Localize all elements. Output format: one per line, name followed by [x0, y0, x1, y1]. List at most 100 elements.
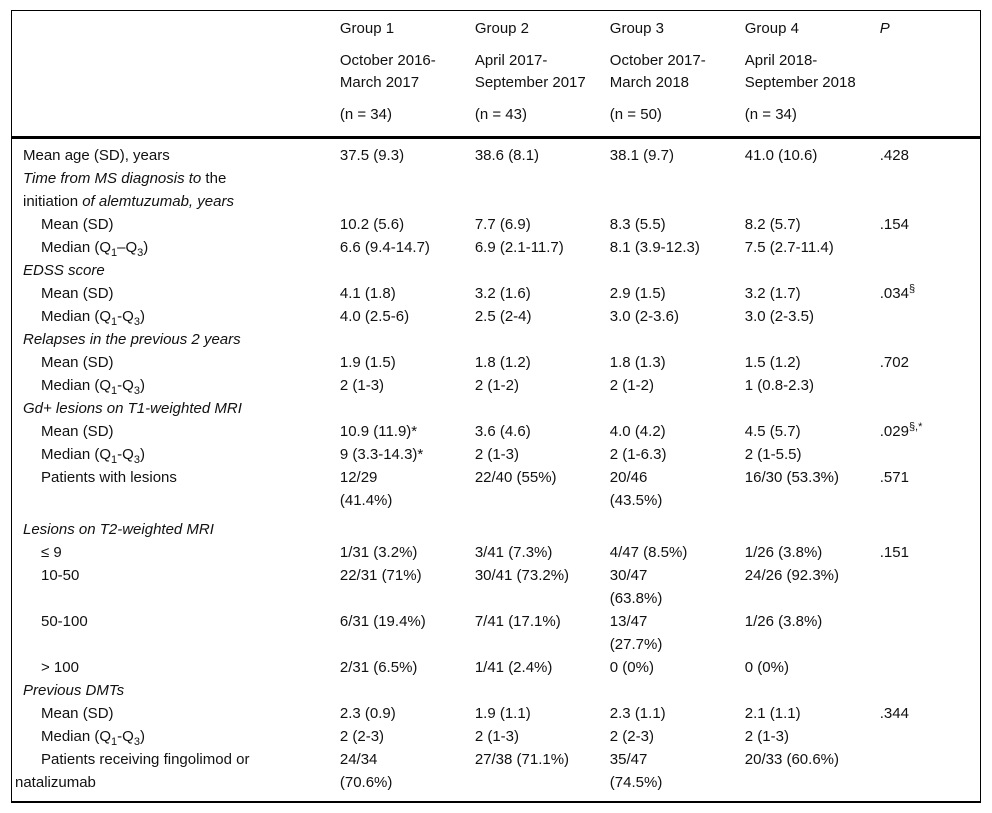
cell: 6/31 (19.4%) [339, 613, 426, 630]
row-label: Median (Q1-Q3) [41, 308, 145, 328]
cell: 1/26 (3.8%) [744, 613, 823, 630]
cell: 37.5 (9.3) [339, 147, 405, 164]
cell [340, 167, 475, 213]
table-row: Median (Q1-Q3) 4.0 (2.5-6) 2.5 (2-4) 3.0 (2… [12, 305, 981, 328]
cell: 1.9 (1.5) [339, 354, 396, 371]
row-label: Median (Q1-Q3) [41, 446, 145, 466]
cell: 2 (1-3) [474, 728, 520, 745]
row-label: Median (Q1-Q3) [41, 728, 145, 748]
group1-column-header: Group 1 October 2016-March 2017 (n = 34) [339, 10, 475, 139]
cell [475, 397, 610, 420]
cell: 6.9 (2.1-11.7) [474, 239, 564, 256]
row-label: Mean (SD) [41, 354, 114, 371]
table-row: Lesions on T2-weighted MRI [12, 512, 981, 541]
table-row: Median (Q1-Q3) 9 (3.3-14.3)* 2 (1-3) 2 (1-6… [12, 443, 981, 466]
p-value: .702 [879, 354, 909, 371]
cell: 2 (1-3) [339, 377, 385, 394]
p-value: .344 [879, 705, 909, 722]
p-value [880, 305, 981, 328]
row-label: Previous DMTs [23, 682, 125, 699]
row-label: EDSS score [23, 262, 105, 279]
group2-dates: April 2017-September 2017 [474, 52, 586, 91]
cell [475, 259, 610, 282]
cell: 2/31 (6.5%) [339, 659, 418, 676]
cell: 9 (3.3-14.3)* [339, 446, 424, 463]
cell: 3/41 (7.3%) [474, 544, 553, 561]
cell [475, 679, 610, 702]
table-header: Group 1 October 2016-March 2017 (n = 34)… [11, 10, 981, 139]
group2-name: Group 2 [474, 20, 530, 37]
cell: 1/31 (3.2%) [339, 544, 418, 561]
cell [340, 259, 475, 282]
cell [340, 512, 475, 541]
cell: 4.0 (2.5-6) [339, 308, 410, 325]
cell: 3.0 (2-3.6) [609, 308, 679, 325]
cell [340, 679, 475, 702]
p-value [880, 259, 981, 282]
row-label: Lesions on T2-weighted MRI [23, 521, 214, 538]
row-label: Mean (SD) [41, 423, 114, 440]
row-label: Mean (SD) [41, 705, 114, 722]
p-value [880, 679, 981, 702]
cell: 2 (2-3) [609, 728, 654, 745]
cell: 16/30 (53.3%) [744, 469, 839, 486]
cell: 7.7 (6.9) [474, 216, 531, 233]
cell: 4.1 (1.8) [339, 285, 396, 302]
cell [475, 328, 610, 351]
table-row: > 100 2/31 (6.5%) 1/41 (2.4%) 0 (0%) 0 (0%) [12, 656, 981, 679]
row-label: ≤ 9 [41, 544, 62, 561]
cell [475, 167, 610, 213]
p-value [880, 748, 981, 802]
cell: 2 (2-3) [339, 728, 385, 745]
table-row: Median (Q1-Q3) 2 (1-3) 2 (1-2) 2 (1-2) 1 (0.… [12, 374, 981, 397]
cell: 4.0 (4.2) [609, 423, 666, 440]
cell [745, 167, 880, 213]
cell [610, 397, 745, 420]
cell: 1.9 (1.1) [474, 705, 531, 722]
cell: 8.2 (5.7) [744, 216, 801, 233]
cell: 20/46 (43.5%) [609, 469, 663, 509]
cell: 3.2 (1.6) [474, 285, 531, 302]
cell: 1.8 (1.2) [474, 354, 531, 371]
cell: 1.8 (1.3) [609, 354, 666, 371]
cell: 2.3 (1.1) [609, 705, 666, 722]
cell [340, 397, 475, 420]
p-value: .151 [879, 544, 909, 561]
cell: 4.5 (5.7) [744, 423, 801, 440]
cell [745, 512, 880, 541]
cell [610, 679, 745, 702]
row-label: Patients with lesions [41, 469, 177, 486]
group1-n: (n = 34) [339, 106, 392, 123]
p-value [880, 512, 981, 541]
cell: 1/41 (2.4%) [474, 659, 553, 676]
p-column-header: P [879, 10, 981, 139]
cell [745, 679, 880, 702]
cell [610, 512, 745, 541]
cell: 7.5 (2.7-11.4) [744, 239, 834, 256]
table-row: Mean (SD) 2.3 (0.9) 1.9 (1.1) 2.3 (1.1) 2.1 … [12, 702, 981, 725]
p-value: .029§,* [879, 421, 923, 441]
table-row: Previous DMTs [12, 679, 981, 702]
cell: 1.5 (1.2) [744, 354, 801, 371]
cell: 7/41 (17.1%) [474, 613, 561, 630]
row-label: Median (Q1-Q3) [41, 377, 145, 397]
cell: 0 (0%) [609, 659, 654, 676]
cell: 22/31 (71%) [339, 567, 422, 584]
cell: 3.2 (1.7) [744, 285, 801, 302]
table-row: 50-100 6/31 (19.4%) 7/41 (17.1%) 13/47 (27.… [12, 610, 981, 656]
p-value [880, 397, 981, 420]
cell [610, 328, 745, 351]
table-row: Gd+ lesions on T1-weighted MRI [12, 397, 981, 420]
table-row: EDSS score [12, 259, 981, 282]
cell: 8.1 (3.9-12.3) [609, 239, 700, 256]
group1-name: Group 1 [339, 20, 395, 37]
clinical-characteristics-table: Group 1 October 2016-March 2017 (n = 34)… [11, 10, 981, 803]
cell: 2.1 (1.1) [744, 705, 801, 722]
cell [745, 397, 880, 420]
cell: 2.3 (0.9) [339, 705, 396, 722]
table-row: Mean age (SD), years 37.5 (9.3) 38.6 (8.1)… [12, 138, 981, 168]
p-value: .428 [879, 147, 909, 164]
table-row: Median (Q1-Q3) 2 (2-3) 2 (1-3) 2 (2-3) 2 (1-… [12, 725, 981, 748]
group4-n: (n = 34) [744, 106, 797, 123]
